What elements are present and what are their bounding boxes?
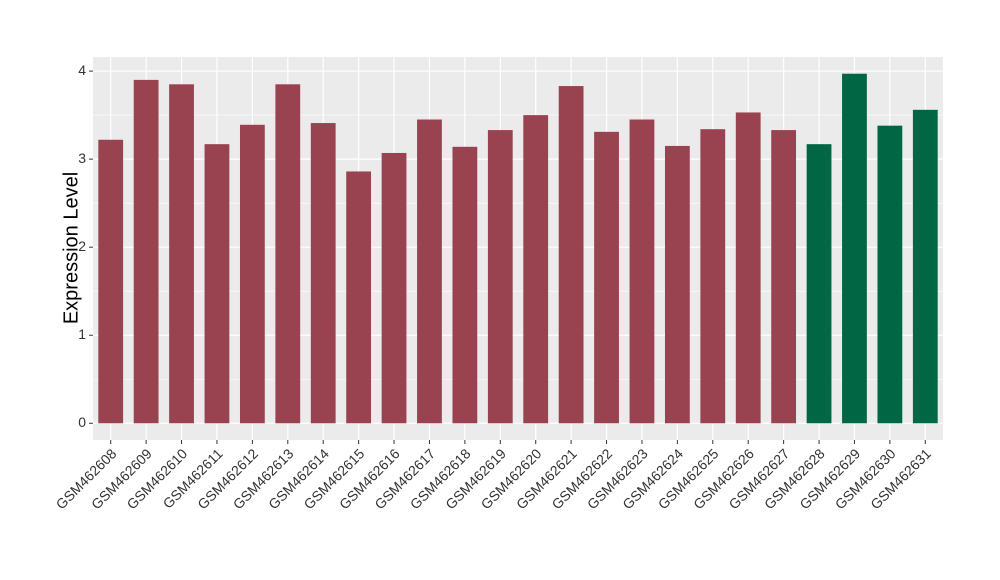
y-tick-label: 2 xyxy=(78,238,86,254)
bar xyxy=(310,123,336,424)
bar xyxy=(771,130,797,424)
bar xyxy=(133,79,159,424)
bar xyxy=(381,152,407,424)
bar xyxy=(629,119,655,424)
bar xyxy=(700,129,726,424)
bar xyxy=(806,144,832,424)
bar xyxy=(558,86,584,424)
bar xyxy=(842,73,867,424)
bar xyxy=(98,139,124,424)
bar xyxy=(735,112,761,424)
bar xyxy=(594,131,619,424)
bar xyxy=(239,124,265,424)
bar xyxy=(169,84,194,424)
bar xyxy=(204,144,230,424)
bar xyxy=(664,145,690,424)
bar xyxy=(346,171,372,424)
bar xyxy=(417,119,442,424)
bar xyxy=(877,125,903,424)
y-tick-label: 4 xyxy=(78,62,86,78)
y-tick-label: 1 xyxy=(78,326,86,342)
bar xyxy=(452,146,478,424)
y-tick-label: 0 xyxy=(78,414,86,430)
bar xyxy=(912,109,938,424)
bar xyxy=(487,130,513,424)
y-axis-title: Expression Level xyxy=(60,172,82,324)
bar xyxy=(275,84,301,424)
plot-panel xyxy=(93,57,943,440)
bar xyxy=(523,115,549,424)
y-tick-label: 3 xyxy=(78,150,86,166)
